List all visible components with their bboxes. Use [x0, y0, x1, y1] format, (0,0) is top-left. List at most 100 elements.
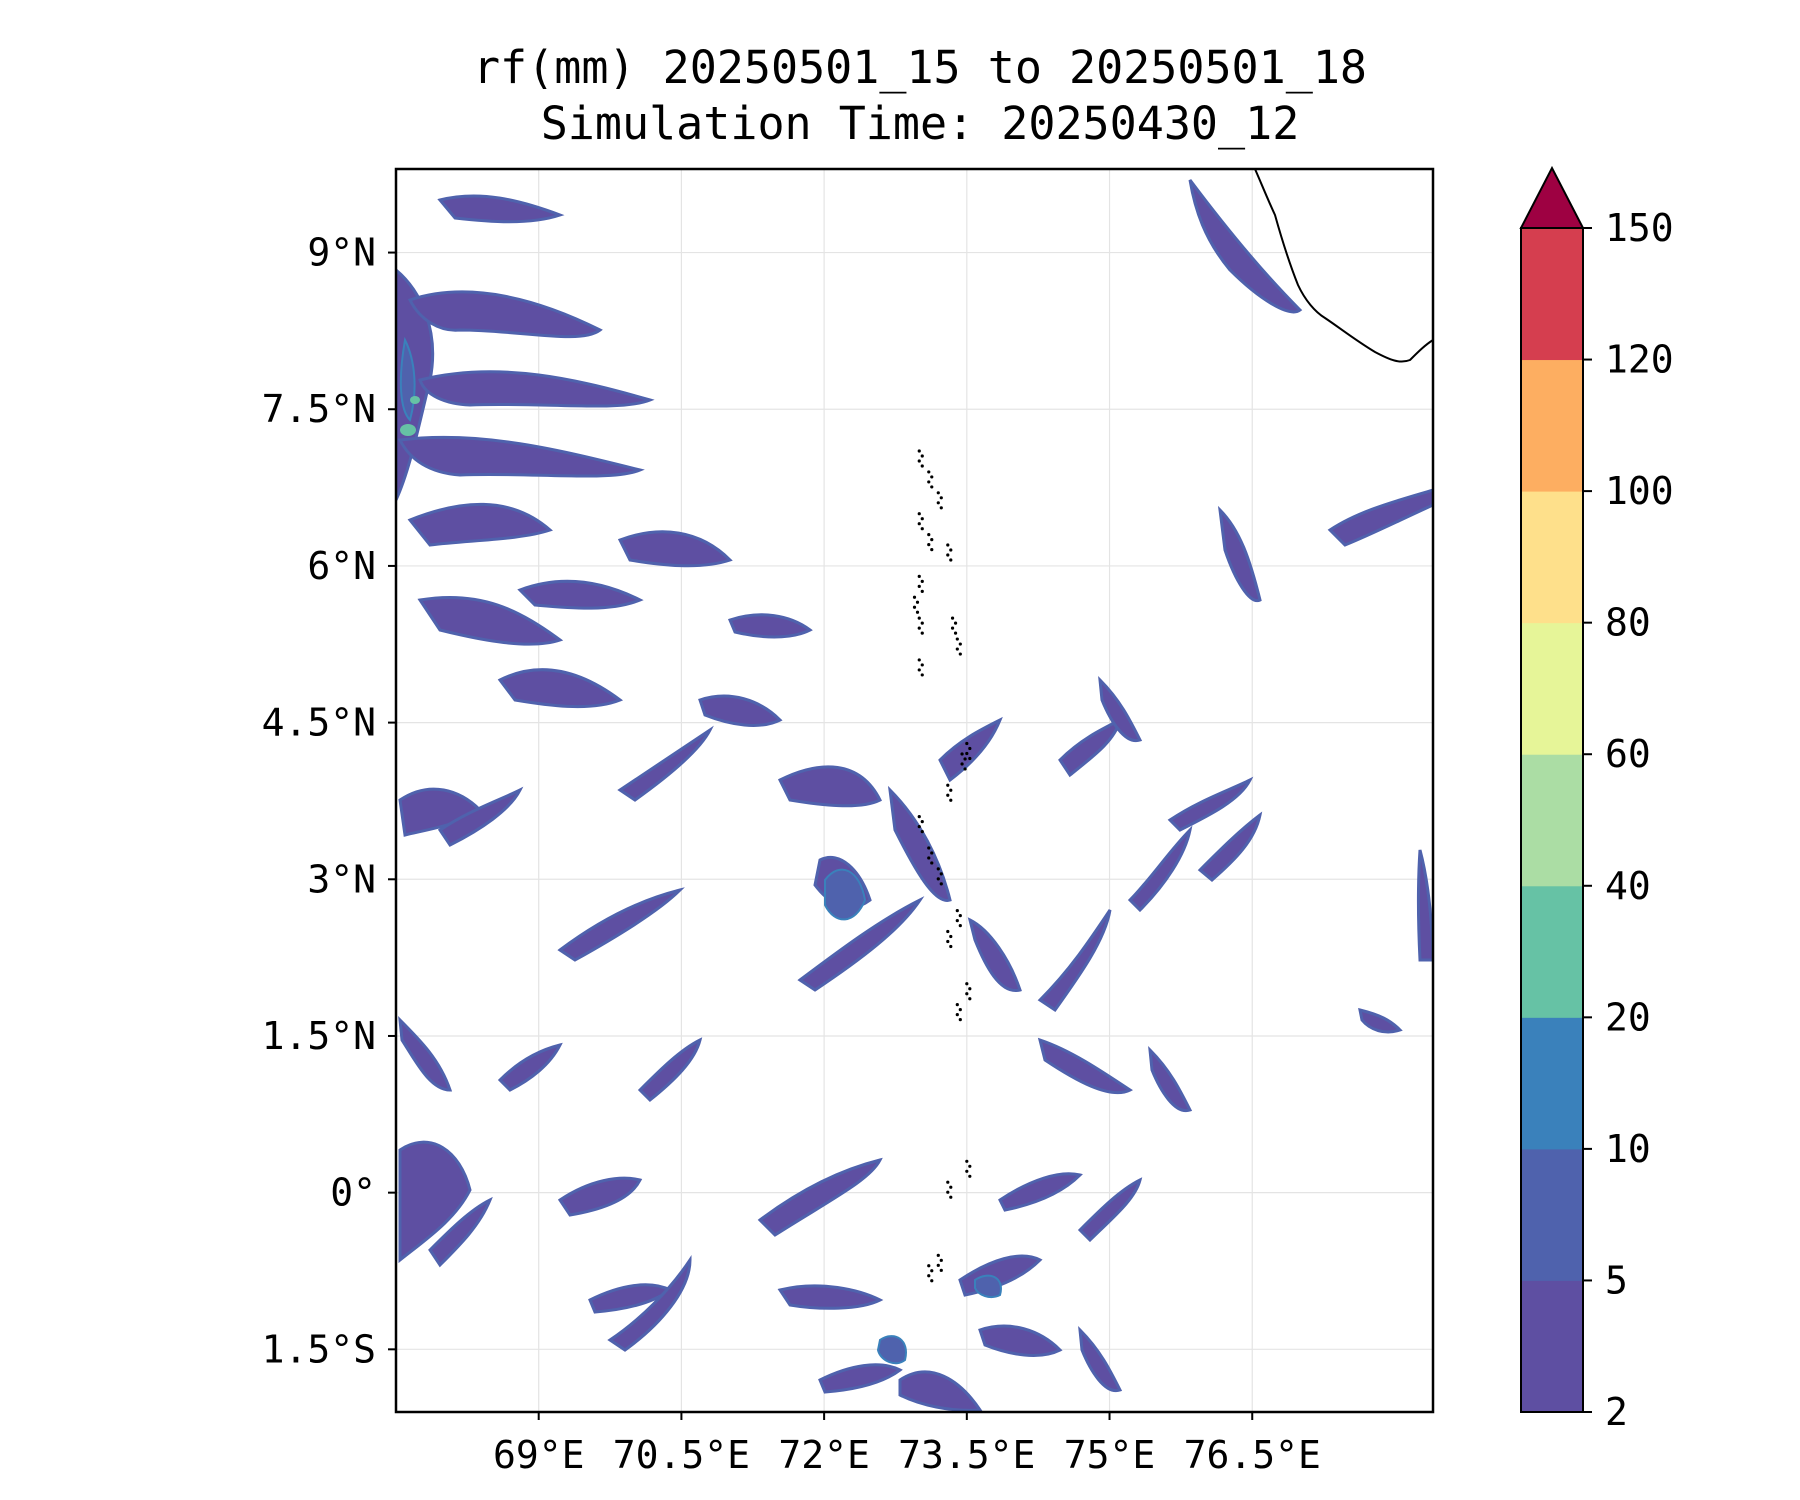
island-dot	[920, 517, 924, 521]
island-dot	[920, 663, 924, 667]
island-dot	[927, 532, 931, 537]
rain-band	[727, 613, 813, 639]
island-dot	[955, 637, 959, 641]
rain-band	[777, 1284, 884, 1310]
rain-band	[497, 668, 624, 709]
island-dot	[958, 652, 962, 656]
island-dot	[949, 548, 953, 552]
colorbar-tick-label: 10	[1605, 1127, 1651, 1171]
island-dot	[920, 673, 924, 677]
island-dot	[917, 616, 921, 620]
rain-core	[876, 1335, 907, 1365]
rain-core	[824, 868, 867, 921]
colorbar-segment	[1521, 359, 1583, 492]
island-dot	[955, 1003, 959, 1007]
rain-band	[617, 530, 733, 568]
island-dot	[939, 496, 943, 500]
island-dot	[936, 867, 940, 871]
island-dot	[946, 783, 950, 787]
rain-band	[1037, 1037, 1133, 1095]
rain-band	[1037, 909, 1112, 1013]
island-dot	[968, 1164, 972, 1168]
island-dot	[939, 506, 943, 510]
lat-tick-label: 4.5°N	[262, 701, 376, 745]
island-dot	[949, 788, 953, 792]
map-frame	[394, 167, 1435, 1414]
rain-band	[497, 1042, 563, 1092]
island-dot	[958, 1018, 962, 1022]
island-dot	[920, 830, 924, 834]
rain-band	[1417, 849, 1433, 962]
map-title-line1: rf(mm) 20250501_15 to 20250501_18	[472, 41, 1368, 94]
longitude-tick-labels: 69°E 70.5°E 72°E 73.5°E 75°E 76.5°E	[493, 1412, 1321, 1477]
colorbar-tick-label: 2	[1605, 1390, 1628, 1434]
rain-band	[407, 502, 553, 547]
colorbar-tick-label: 5	[1605, 1258, 1628, 1302]
colorbar-segment	[1521, 885, 1583, 1018]
island-dot	[930, 861, 934, 865]
island-dot	[930, 1269, 934, 1273]
colorbar: 2 5 10 20 40 60 80 100 120 150	[1519, 165, 1674, 1434]
island-dot	[927, 470, 931, 474]
island-dot	[920, 621, 924, 625]
island-dot	[917, 825, 921, 829]
rain-band	[967, 917, 1022, 992]
island-dot	[965, 741, 969, 746]
island-dot	[946, 1190, 950, 1194]
rain-band	[1188, 179, 1303, 314]
island-dot	[949, 1195, 953, 1199]
island-dot	[939, 1258, 943, 1262]
island-dot	[930, 485, 934, 489]
rain-band	[1127, 825, 1193, 913]
island-dot	[950, 616, 955, 620]
island-dot	[946, 1180, 950, 1184]
rain-band	[398, 1140, 472, 1264]
colorbar-frame	[1520, 227, 1584, 1413]
island-dot	[920, 631, 924, 635]
rain-band	[428, 1196, 493, 1268]
rain-band	[1077, 1177, 1143, 1243]
island-dot	[936, 877, 940, 881]
island-dot	[936, 491, 940, 495]
lon-tick-label: 69°E	[493, 1433, 585, 1477]
rain-peak	[400, 424, 416, 436]
colorbar-segment	[1521, 1148, 1583, 1281]
colorbar-extend-arrow	[1519, 165, 1585, 229]
rain-band	[407, 290, 603, 339]
island-dot	[927, 1264, 931, 1268]
rain-band	[818, 1363, 903, 1394]
island-dot	[946, 553, 950, 557]
island-dot	[927, 542, 931, 547]
colorbar-tick-label: 60	[1605, 732, 1651, 776]
colorbar-tick-label: 120	[1605, 338, 1674, 382]
coastline	[1254, 168, 1434, 363]
lat-tick-label: 1.5°N	[262, 1014, 376, 1058]
rain-band	[1358, 1007, 1403, 1034]
rain-band	[998, 1172, 1083, 1212]
lat-tick-label: 3°N	[307, 857, 376, 901]
island-dot	[936, 1263, 940, 1267]
island-dot	[958, 914, 962, 918]
rain-band	[1197, 811, 1263, 882]
island-dot	[930, 1279, 934, 1283]
map-background	[396, 169, 1433, 1412]
rain-band	[557, 1176, 643, 1217]
rain-band	[417, 595, 564, 646]
rain-band	[898, 1370, 983, 1412]
island-dot	[955, 1013, 959, 1017]
island-dot	[960, 752, 964, 756]
island-dot	[955, 647, 959, 651]
island-dot	[946, 939, 950, 944]
island-dot	[927, 856, 931, 860]
island-dot	[946, 929, 950, 934]
island-dot	[927, 846, 931, 850]
island-dot	[930, 547, 934, 552]
rain-band	[418, 370, 655, 408]
island-dot	[949, 1185, 953, 1189]
rain-band	[397, 435, 645, 478]
rain-band	[437, 194, 565, 224]
lon-tick-label: 72°E	[778, 1433, 870, 1477]
maldives-islands	[912, 449, 972, 1283]
lon-tick-label: 73.5°E	[898, 1433, 1035, 1477]
